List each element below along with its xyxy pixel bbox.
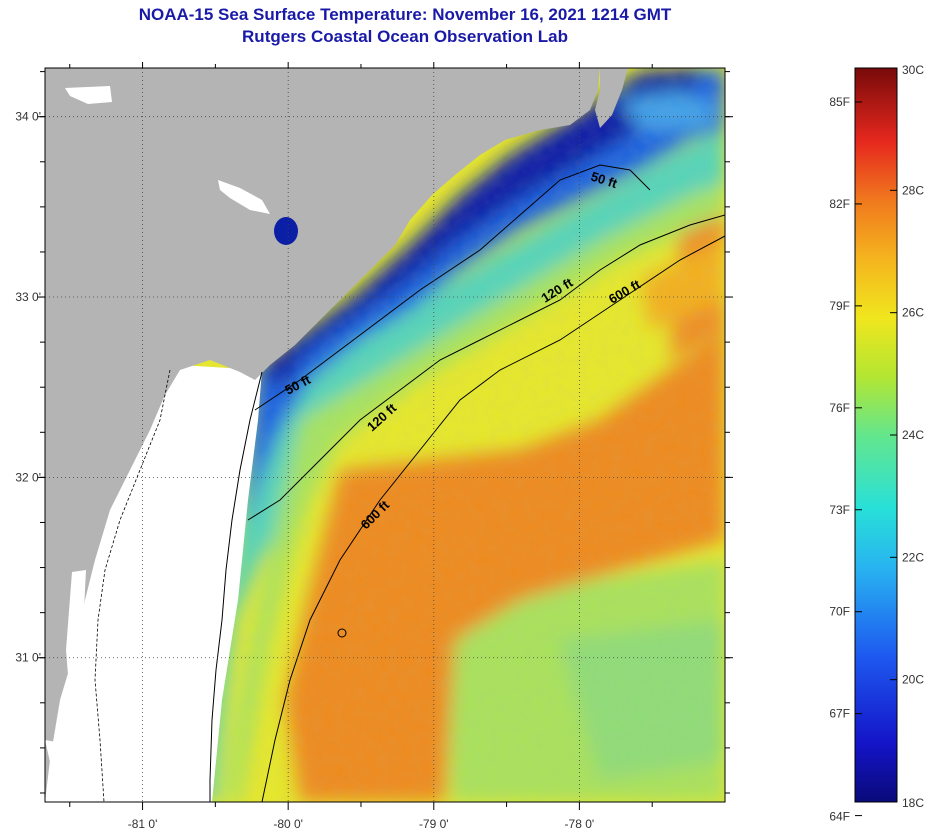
contour-ring — [337, 628, 347, 638]
fahrenheit-label: 82F — [829, 197, 850, 211]
celsius-label: 26C — [902, 306, 924, 320]
map-frame — [44, 67, 726, 803]
celsius-label: 20C — [902, 673, 924, 687]
fahrenheit-label: 85F — [829, 95, 850, 109]
lon-label: -78 0' — [565, 817, 595, 831]
no-data-patch — [45, 740, 72, 762]
land-mass — [45, 68, 600, 802]
no-data-patch — [65, 86, 112, 104]
fahrenheit-label: 76F — [829, 401, 850, 415]
lat-label: 31 0' — [15, 651, 41, 665]
contour-600ft — [261, 235, 725, 802]
land-cape — [595, 68, 628, 128]
lat-label: 32 0' — [15, 470, 41, 484]
lat-label: 33 0' — [15, 290, 41, 304]
fahrenheit-label: 67F — [829, 707, 850, 721]
lon-label: -81 0' — [128, 817, 158, 831]
no-data-area — [45, 68, 262, 802]
fahrenheit-label: 73F — [829, 503, 850, 517]
contour-120ft — [247, 214, 725, 521]
fahrenheit-label: 70F — [829, 605, 850, 619]
lon-label: -80 0' — [273, 817, 303, 831]
lake-marion — [274, 217, 298, 245]
celsius-label: 24C — [902, 428, 924, 442]
map-title: NOAA-15 Sea Surface Temperature: Novembe… — [138, 5, 672, 24]
celsius-label: 22C — [902, 550, 924, 564]
coastline — [209, 371, 263, 802]
axis-ticks: -81 0' -80 0' -79 0' -78 0' 34 0' 33 0' 32 0' 3… — [15, 62, 733, 831]
lon-label: -79 0' — [419, 817, 449, 831]
fahrenheit-label: 64F — [829, 810, 850, 824]
celsius-label: 28C — [902, 183, 924, 197]
inland-coastline — [94, 369, 171, 802]
contour-50ft — [254, 164, 651, 411]
no-data-patch — [66, 570, 86, 700]
map-subtitle: Rutgers Coastal Ocean Observation Lab — [242, 27, 568, 46]
celsius-label: 30C — [902, 63, 924, 77]
no-data-patch — [218, 180, 270, 214]
fahrenheit-label: 79F — [829, 299, 850, 313]
lat-label: 34 0' — [15, 110, 41, 124]
graticule — [45, 68, 725, 802]
celsius-label: 18C — [902, 796, 924, 810]
